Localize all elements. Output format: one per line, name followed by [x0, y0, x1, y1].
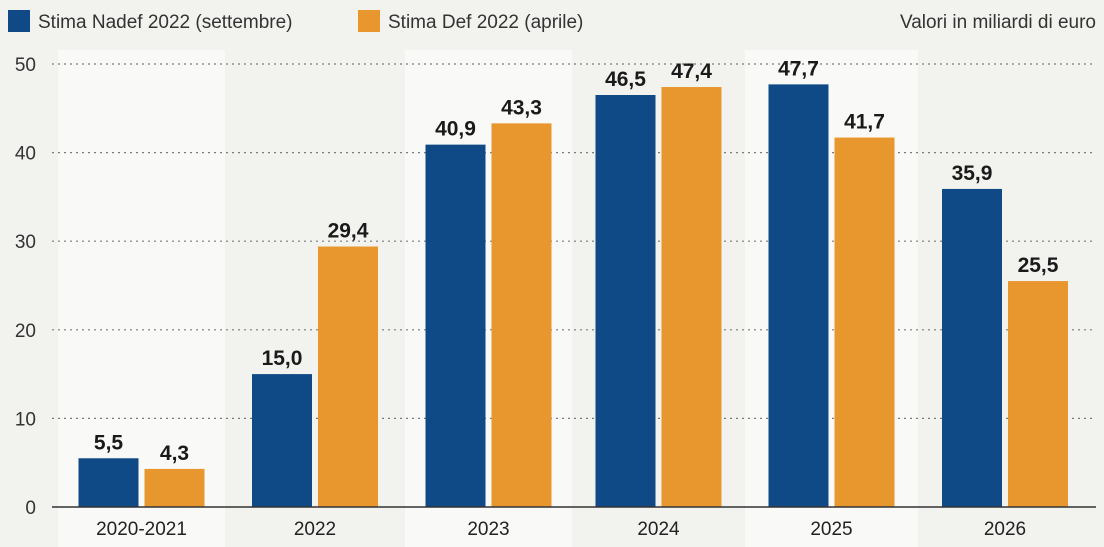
x-tick-label: 2024: [637, 519, 680, 540]
bars: [78, 84, 1068, 508]
legend-swatch-nadef: [8, 10, 30, 32]
y-tick-label: 0: [25, 498, 36, 519]
value-labels: 5,5 4,3 15,0 29,4 40,9 43,3 46,5 47,4 47,7 41,7 35…: [94, 57, 1059, 465]
y-tick-label: 40: [15, 144, 36, 165]
bar-nadef: [768, 84, 829, 508]
unit-note: Valori in miliardi di euro: [900, 12, 1096, 33]
data-label: 41,7: [844, 111, 885, 134]
legend: Stima Nadef 2022 (settembre) Stima Def 2…: [8, 10, 583, 33]
data-label: 29,4: [328, 220, 369, 243]
data-label: 47,7: [778, 57, 819, 80]
y-tick-label: 50: [15, 55, 36, 76]
legend-label-nadef: Stima Nadef 2022 (settembre): [38, 12, 293, 33]
bar-nadef: [252, 374, 312, 507]
x-tick-label: 2023: [467, 519, 509, 540]
bar-def: [661, 87, 722, 507]
data-label: 47,4: [671, 60, 712, 83]
data-label: 4,3: [160, 442, 189, 465]
bar-def: [318, 246, 378, 508]
data-label: 5,5: [94, 431, 124, 454]
legend-swatch-def: [358, 10, 380, 32]
data-label: 25,5: [1018, 254, 1059, 277]
y-tick-label: 10: [15, 409, 36, 430]
x-tick-label: 2025: [810, 519, 852, 540]
data-label: 35,9: [952, 162, 993, 185]
bar-def: [491, 123, 552, 507]
gridlines: [52, 63, 1096, 419]
bar-nadef: [942, 188, 1002, 507]
legend-label-def: Stima Def 2022 (aprile): [388, 12, 583, 33]
bar-def: [144, 468, 205, 507]
x-tick-label: 2022: [294, 519, 336, 540]
bar-nadef: [425, 144, 486, 507]
bar-def: [834, 137, 895, 507]
bar-def: [1008, 281, 1068, 507]
data-label: 43,3: [501, 96, 542, 119]
y-tick-label: 30: [15, 232, 36, 253]
y-tick-label: 20: [15, 321, 36, 342]
data-label: 40,9: [435, 118, 476, 141]
data-label: 46,5: [605, 68, 646, 91]
data-label: 15,0: [262, 347, 303, 370]
bar-nadef: [595, 95, 656, 507]
x-tick-label: 2020-2021: [96, 519, 187, 540]
x-axis: 2020-2021 2022 2023 2024 2025 2026: [52, 506, 1096, 540]
bar-nadef: [78, 458, 139, 507]
x-tick-label: 2026: [984, 519, 1026, 540]
y-axis: 0 10 20 30 40 50: [15, 55, 36, 519]
